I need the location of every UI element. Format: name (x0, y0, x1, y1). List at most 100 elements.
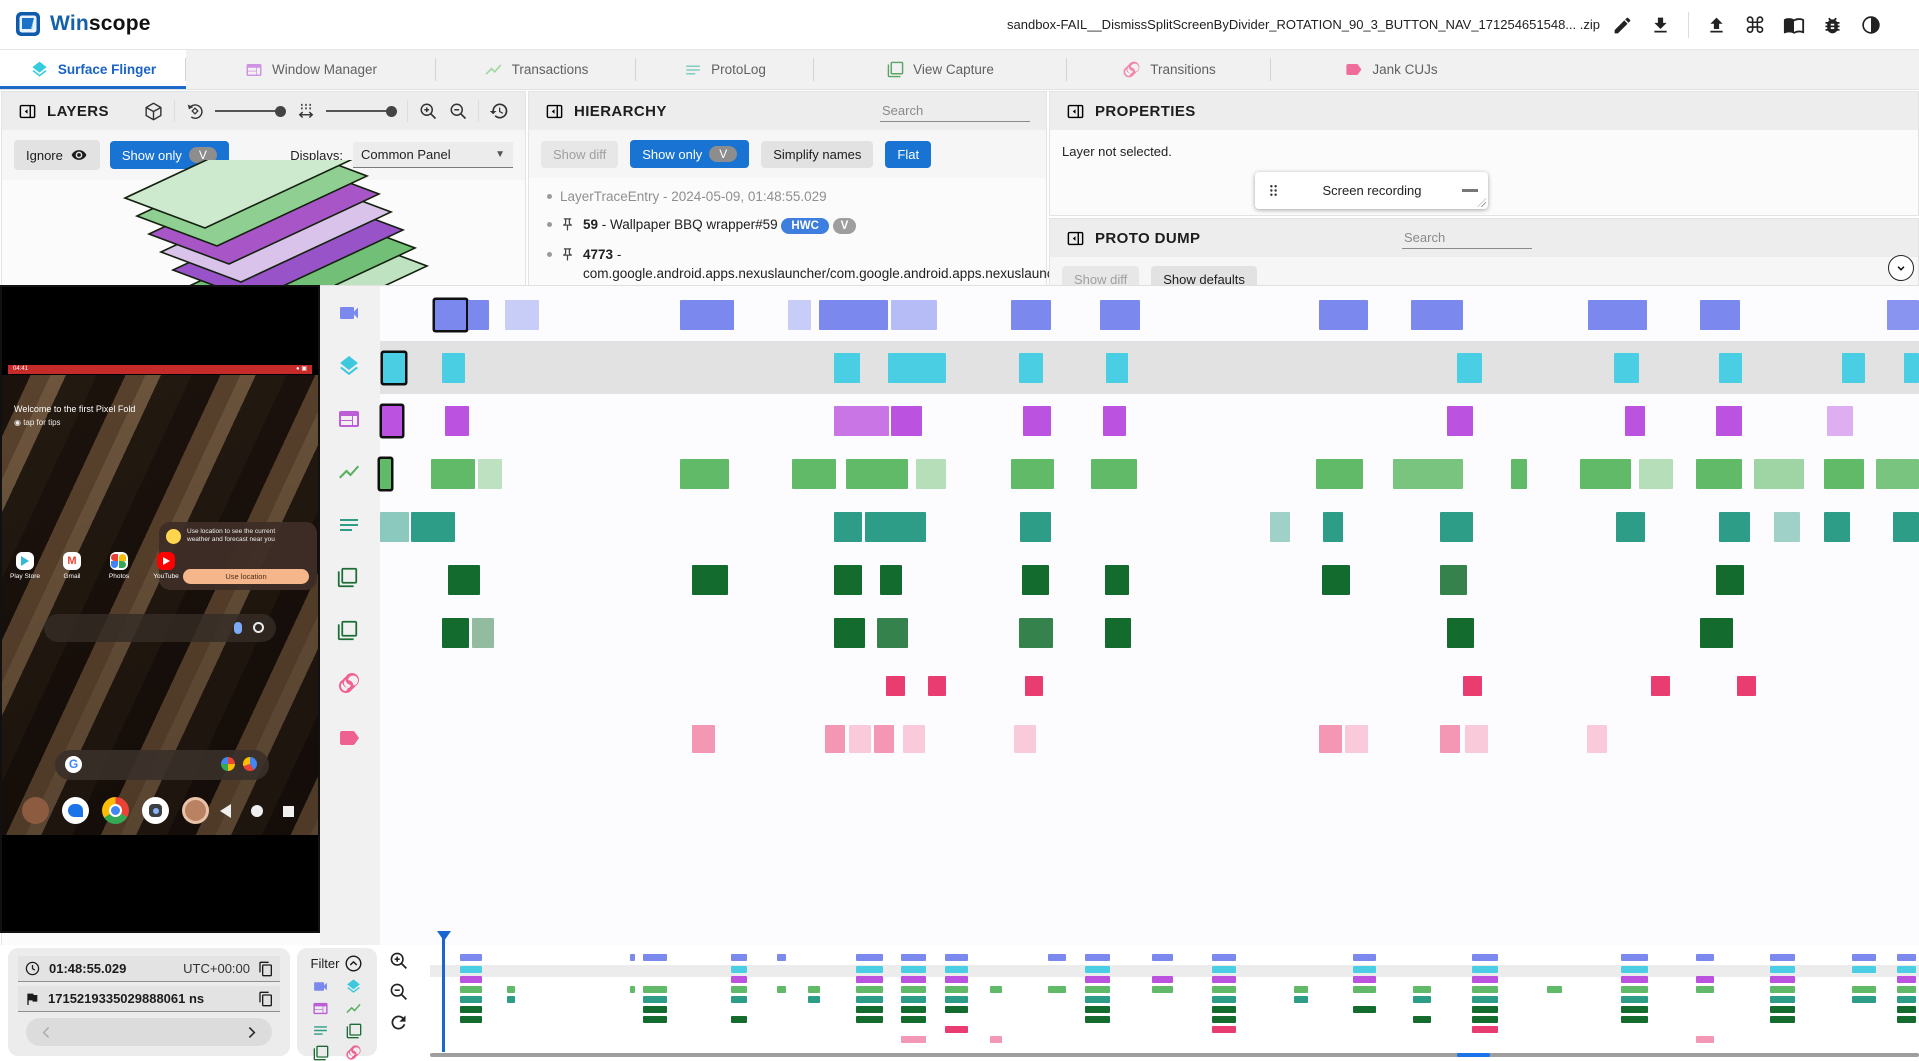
trace-entry-block[interactable] (410, 512, 456, 542)
trace-entry-block[interactable] (680, 459, 730, 489)
trace-entry-block[interactable] (1754, 459, 1804, 489)
timeline-row[interactable] (380, 553, 1919, 606)
back-button[interactable] (220, 804, 231, 818)
trace-entry-block[interactable] (1695, 459, 1742, 489)
trace-entry-block[interactable] (1106, 353, 1128, 383)
trace-entry-block[interactable] (478, 459, 502, 489)
resize-handle[interactable] (1477, 198, 1486, 207)
trace-entry-block[interactable] (1625, 406, 1646, 436)
proto-dump-search-input[interactable] (1402, 227, 1532, 249)
trace-entry-block[interactable] (1464, 725, 1489, 753)
trace-entry-block[interactable] (1104, 618, 1132, 648)
trace-entry-block[interactable] (1700, 300, 1741, 330)
trace-entry-block[interactable] (834, 406, 890, 436)
app-photos[interactable]: Photos (104, 552, 134, 580)
layers-icon[interactable] (345, 978, 362, 996)
trace-entry-block[interactable] (1020, 512, 1051, 542)
show-diff-button[interactable]: Show diff (1062, 266, 1140, 293)
trace-entry-block[interactable] (1024, 676, 1044, 696)
trace-entry-block[interactable] (1580, 459, 1632, 489)
zoom-out-icon[interactable] (388, 981, 409, 1002)
trace-entry-block[interactable] (380, 512, 410, 542)
trace-entry-block[interactable] (834, 618, 865, 648)
transactions-icon[interactable] (345, 1000, 362, 1018)
phone-search-pill[interactable] (44, 614, 276, 642)
reset-zoom-icon[interactable] (388, 1012, 409, 1033)
tab-window-manager[interactable]: Window Manager (186, 50, 436, 89)
nanosecond-time-field[interactable]: 1715219335029888061 ns (18, 986, 280, 1012)
tab-transactions[interactable]: Transactions (436, 50, 636, 89)
trace-entry-block[interactable] (441, 353, 465, 383)
trace-entry-block[interactable] (441, 618, 470, 648)
report-bug-icon[interactable] (1822, 15, 1843, 36)
trace-entry-block[interactable] (824, 725, 845, 753)
trace-entry-block[interactable] (1318, 300, 1369, 330)
timeline-row[interactable] (380, 394, 1919, 447)
trace-entry-block[interactable] (890, 300, 938, 330)
timeline-row[interactable] (380, 447, 1919, 500)
collapse-panel-icon[interactable] (18, 102, 37, 121)
shortcuts-icon[interactable]: ⌘ (1744, 12, 1766, 38)
trace-entry-block[interactable] (880, 565, 902, 595)
documentation-icon[interactable] (1783, 14, 1805, 36)
trace-entry-block[interactable] (680, 300, 734, 330)
simplify-names-button[interactable]: Simplify names (761, 140, 874, 168)
timeline-row[interactable] (380, 341, 1919, 394)
show-only-button[interactable]: Show only V (630, 140, 750, 168)
trace-entry-block[interactable] (1091, 459, 1138, 489)
zoom-in-icon[interactable] (388, 950, 409, 971)
window-manager-icon[interactable] (312, 1000, 329, 1018)
trace-entry-block[interactable] (1315, 459, 1364, 489)
layers-3d-view[interactable] (122, 160, 522, 320)
collapse-timeline-button[interactable] (1888, 255, 1914, 281)
timeline-cursor[interactable] (437, 931, 450, 1052)
transitions-icon[interactable] (345, 1044, 362, 1061)
human-time-field[interactable]: 01:48:55.029 UTC+00:00 (18, 956, 280, 982)
trace-entry-block[interactable] (692, 725, 716, 753)
trace-entry-block[interactable] (1344, 725, 1369, 753)
trace-entry-block[interactable] (1463, 676, 1482, 696)
trace-entry-block[interactable] (1875, 459, 1919, 489)
trace-entry-block[interactable] (890, 406, 922, 436)
rotation-slider[interactable] (215, 105, 286, 117)
trace-entry-block[interactable] (864, 512, 927, 542)
timeline-row[interactable] (380, 606, 1919, 659)
dock-chrome-icon[interactable] (102, 797, 129, 824)
3d-view-icon[interactable] (143, 101, 164, 122)
trace-entry-block[interactable] (467, 300, 490, 330)
trace-entry-block[interactable] (1010, 459, 1055, 489)
tree-row[interactable]: 59 - Wallpaper BBQ wrapper#59 HWC V (547, 215, 1046, 236)
zoom-in-icon[interactable] (418, 101, 438, 121)
trace-entry-block[interactable] (1715, 565, 1744, 595)
trace-entry-block[interactable] (1446, 618, 1475, 648)
scrollbar-thumb[interactable] (1457, 1053, 1491, 1057)
trace-entry-block[interactable] (1718, 512, 1750, 542)
trace-entry-block[interactable] (903, 725, 925, 753)
dock-camera-icon[interactable] (142, 797, 169, 824)
collapse-panel-icon[interactable] (545, 102, 564, 121)
trace-entry-block[interactable] (1010, 300, 1051, 330)
videocam-icon[interactable] (312, 978, 329, 996)
timeline-row[interactable] (380, 288, 1919, 341)
trace-entry-block[interactable] (1892, 512, 1919, 542)
tab-jank-cujs[interactable]: Jank CUJs (1271, 50, 1511, 89)
trace-entry-block[interactable] (1103, 406, 1127, 436)
trace-entry-block[interactable] (1321, 565, 1350, 595)
dock-android-icon[interactable] (22, 797, 49, 824)
mini-timeline[interactable] (430, 931, 1919, 1057)
prev-entry-icon[interactable] (38, 1024, 55, 1041)
trace-entry-block[interactable] (435, 300, 467, 330)
trace-entry-block[interactable] (1018, 353, 1044, 383)
trace-entry-block[interactable] (472, 618, 494, 648)
trace-entry-block[interactable] (1715, 406, 1742, 436)
trace-entry-block[interactable] (1269, 512, 1290, 542)
timeline-row[interactable] (380, 659, 1919, 712)
pin-icon[interactable] (560, 247, 575, 262)
trace-entry-block[interactable] (380, 459, 391, 489)
trace-entry-block[interactable] (1511, 459, 1527, 489)
trace-entry-block[interactable] (1318, 725, 1342, 753)
trace-entry-block[interactable] (1323, 512, 1344, 542)
trace-entry-block[interactable] (1411, 300, 1464, 330)
displays-select[interactable]: Common Panel ▼ (353, 142, 513, 168)
collapse-panel-icon[interactable] (1066, 102, 1085, 121)
